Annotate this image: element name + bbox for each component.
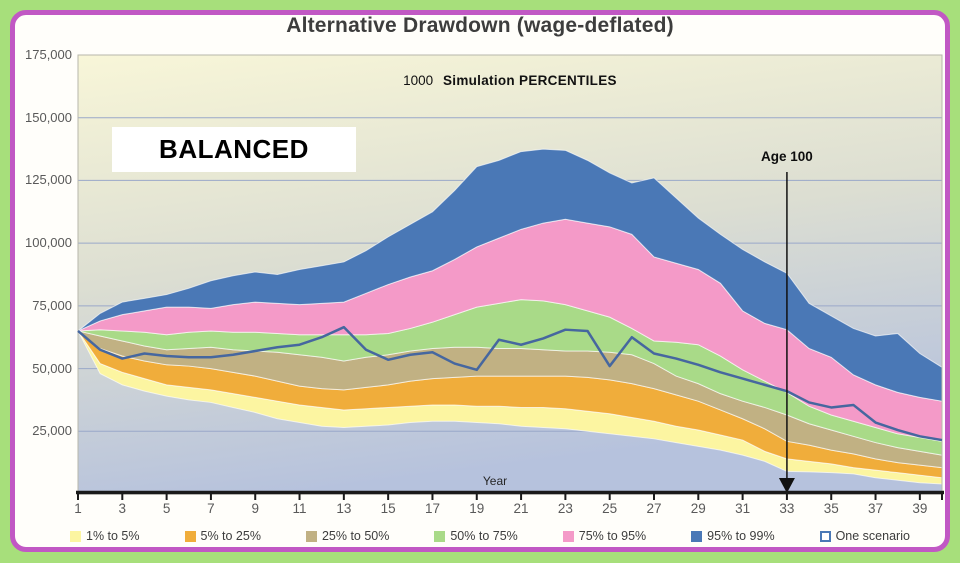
y-tick-label: 175,000	[25, 47, 72, 62]
x-tick-label: 1	[74, 501, 82, 516]
x-tick-label: 37	[868, 501, 884, 516]
y-tick-label: 75,000	[32, 297, 72, 313]
legend-item: 5% to 25%	[184, 529, 261, 543]
legend-item: 50% to 75%	[434, 529, 518, 543]
x-tick-label: 5	[162, 501, 171, 516]
legend-label: One scenario	[835, 529, 910, 543]
x-tick-label: 21	[513, 501, 529, 516]
x-tick-label: 29	[690, 501, 706, 516]
subtitle-simulation-count: 1000	[403, 73, 434, 88]
x-tick-label: 3	[118, 501, 127, 516]
y-tick-label: 150,000	[25, 109, 72, 125]
x-tick-label: 19	[469, 501, 485, 516]
one-scenario-line	[77, 325, 943, 442]
legend-swatch-icon	[434, 530, 446, 542]
x-tick-label: 31	[735, 501, 751, 516]
x-tick-label: 25	[602, 501, 618, 516]
legend-item: 25% to 50%	[305, 529, 390, 543]
chart-title: Alternative Drawdown (wage-deflated)	[286, 14, 674, 37]
legend-swatch-icon	[70, 530, 81, 542]
legend-item: 75% to 95%	[562, 529, 647, 543]
legend-swatch-icon	[691, 530, 703, 542]
legend-label: 1% to 5%	[86, 529, 140, 543]
age-100-arrow-head	[778, 478, 795, 493]
x-tick-label: 23	[557, 501, 573, 516]
y-tick-label: 100,000	[25, 235, 72, 251]
x-tick-label: 11	[292, 501, 307, 516]
x-tick-label: 15	[380, 501, 396, 516]
legend-label: 95% to 99%	[707, 529, 775, 543]
portfolio-label: BALANCED	[112, 127, 356, 172]
age-100-annotation: Age 100	[761, 149, 813, 164]
legend-swatch-icon	[184, 530, 196, 542]
x-tick-label: 27	[646, 501, 662, 516]
legend-swatch-icon	[562, 530, 574, 542]
legend-label: 50% to 75%	[450, 529, 518, 543]
legend-label: 25% to 50%	[321, 529, 390, 543]
subtitle-text: Simulation PERCENTILES	[442, 73, 617, 88]
legend-swatch-icon	[819, 530, 831, 542]
legend-label: 75% to 95%	[578, 529, 647, 543]
legend-swatch-icon	[305, 530, 317, 542]
x-tick-label: 9	[251, 501, 259, 516]
y-tick-label: 50,000	[32, 360, 72, 376]
x-tick-label: 7	[207, 501, 215, 516]
y-tick-label: 125,000	[25, 172, 72, 188]
x-tick-label: 13	[336, 501, 352, 516]
x-tick-label: 39	[912, 501, 928, 516]
legend-item: 1% to 5%	[70, 529, 140, 543]
x-tick-label: 17	[424, 501, 440, 516]
legend-label: 5% to 25%	[200, 529, 261, 543]
chart-subtitle: 1000 Simulation PERCENTILES	[78, 73, 942, 88]
legend-item: 95% to 99%	[691, 529, 775, 543]
y-tick-label: 25,000	[32, 423, 72, 439]
x-tick-label: 35	[823, 501, 839, 516]
x-tick-label: 33	[779, 501, 795, 516]
legend-item: One scenario	[819, 529, 910, 543]
legend: 1% to 5% 5% to 25% 25% to 50% 50% to 75% 75%…	[70, 529, 910, 543]
x-axis-title: Year	[482, 474, 508, 488]
